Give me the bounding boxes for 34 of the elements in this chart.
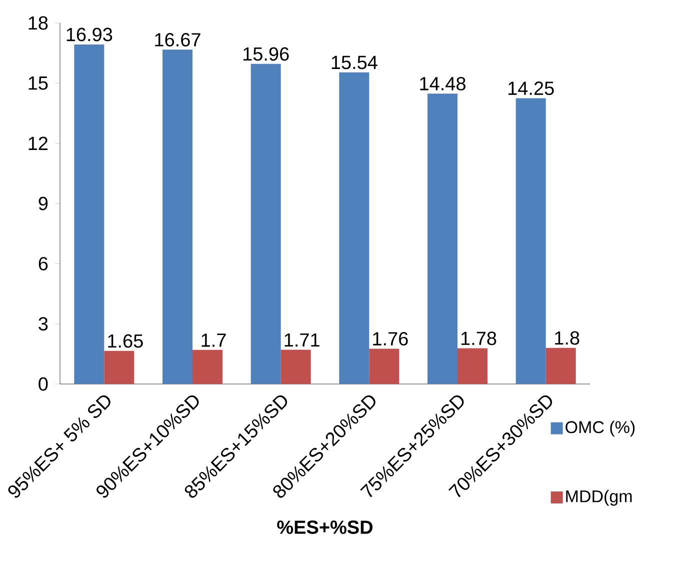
y-tick-label: 9	[38, 196, 48, 210]
bar	[104, 350, 134, 384]
bar	[250, 64, 281, 384]
bar	[516, 98, 546, 384]
data-label: 1.78	[461, 332, 496, 346]
y-tick-label: 6	[38, 256, 48, 270]
bar	[162, 50, 192, 384]
data-label: 16.67	[155, 33, 200, 46]
x-axis-title: %ES+%SD	[277, 520, 373, 534]
data-label: 1.65	[108, 334, 143, 348]
y-tick-label: 12	[28, 136, 48, 150]
bar	[428, 94, 458, 384]
y-tick-label: 3	[38, 317, 48, 331]
data-label: 15.54	[332, 56, 378, 70]
bar	[546, 348, 576, 384]
y-tick-label: 18	[28, 16, 48, 30]
data-label: 15.96	[244, 47, 289, 61]
legend-label: MDD(gm	[566, 490, 632, 506]
bar	[74, 44, 104, 384]
data-label: 1.76	[373, 332, 408, 346]
data-label: 1.71	[284, 333, 320, 347]
bar	[369, 348, 400, 384]
bar	[192, 350, 223, 384]
y-tick-label: 15	[28, 76, 48, 90]
data-label: 14.48	[420, 76, 466, 90]
bar	[339, 72, 370, 384]
data-label: 1.7	[202, 334, 226, 347]
data-label: 16.93	[66, 28, 112, 42]
data-label: 14.25	[508, 82, 554, 96]
data-label: 1.8	[555, 331, 580, 345]
legend-label: OMC (%)	[566, 420, 635, 437]
bar	[280, 350, 311, 384]
y-tick-label: 0	[38, 377, 48, 391]
bar	[458, 348, 488, 384]
